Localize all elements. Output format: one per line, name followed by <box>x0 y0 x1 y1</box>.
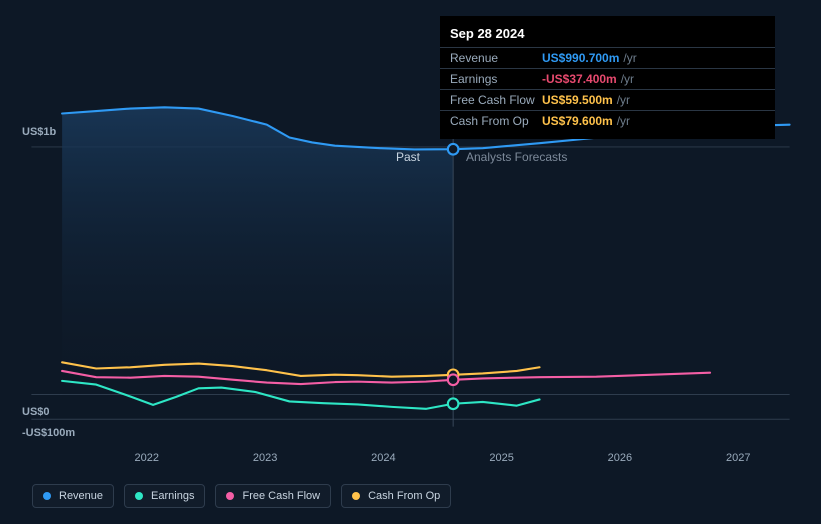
legend-label: Revenue <box>59 490 103 502</box>
legend-item-revenue[interactable]: Revenue <box>32 484 114 508</box>
legend-item-cash-from-op[interactable]: Cash From Op <box>341 484 451 508</box>
tooltip-metric-label: Cash From Op <box>450 114 542 128</box>
chart-legend: Revenue Earnings Free Cash Flow Cash From O… <box>32 484 451 508</box>
legend-dot-icon <box>135 492 143 500</box>
tooltip-metric-label: Revenue <box>450 51 542 65</box>
tooltip-metric-value: US$79.600m <box>542 114 613 128</box>
tooltip-metric-label: Earnings <box>450 72 542 86</box>
tooltip-metric-label: Free Cash Flow <box>450 93 542 107</box>
forecast-section-label: Analysts Forecasts <box>466 150 567 164</box>
x-axis-tick-label: 2025 <box>489 452 513 464</box>
x-axis-tick-label: 2024 <box>371 452 395 464</box>
tooltip-metric-value: -US$37.400m <box>542 72 617 86</box>
tooltip-date: Sep 28 2024 <box>440 24 775 47</box>
x-axis-tick-label: 2023 <box>253 452 277 464</box>
tooltip-metric-value: US$59.500m <box>542 93 613 107</box>
tooltip-row: Cash From OpUS$79.600m/yr <box>440 110 775 131</box>
series-marker-free-cash-flow[interactable] <box>448 374 459 385</box>
x-axis-tick-label: 2022 <box>135 452 159 464</box>
y-axis-tick-label: US$1b <box>22 126 56 138</box>
tooltip-metric-unit: /yr <box>623 51 636 65</box>
legend-label: Free Cash Flow <box>242 490 320 502</box>
tooltip-metric-unit: /yr <box>617 114 630 128</box>
tooltip-metric-value: US$990.700m <box>542 51 619 65</box>
tooltip-row: Earnings-US$37.400m/yr <box>440 68 775 89</box>
x-axis-tick-label: 2026 <box>608 452 632 464</box>
legend-item-earnings[interactable]: Earnings <box>124 484 205 508</box>
financial-chart: Sep 28 2024 RevenueUS$990.700m/yrEarning… <box>16 0 805 524</box>
tooltip-metric-unit: /yr <box>621 72 634 86</box>
legend-dot-icon <box>352 492 360 500</box>
y-axis-tick-label: US$0 <box>22 406 50 418</box>
legend-dot-icon <box>226 492 234 500</box>
x-axis-tick-label: 2027 <box>726 452 750 464</box>
past-section-label: Past <box>396 150 420 164</box>
legend-label: Cash From Op <box>368 490 440 502</box>
series-marker-revenue[interactable] <box>448 144 459 155</box>
legend-item-free-cash-flow[interactable]: Free Cash Flow <box>215 484 331 508</box>
series-marker-earnings[interactable] <box>448 398 459 409</box>
revenue-area-fill <box>62 107 453 394</box>
legend-dot-icon <box>43 492 51 500</box>
tooltip-row: RevenueUS$990.700m/yr <box>440 47 775 68</box>
legend-label: Earnings <box>151 490 194 502</box>
tooltip-metric-unit: /yr <box>617 93 630 107</box>
hover-tooltip: Sep 28 2024 RevenueUS$990.700m/yrEarning… <box>440 16 775 139</box>
tooltip-row: Free Cash FlowUS$59.500m/yr <box>440 89 775 110</box>
y-axis-tick-label: -US$100m <box>22 427 75 439</box>
